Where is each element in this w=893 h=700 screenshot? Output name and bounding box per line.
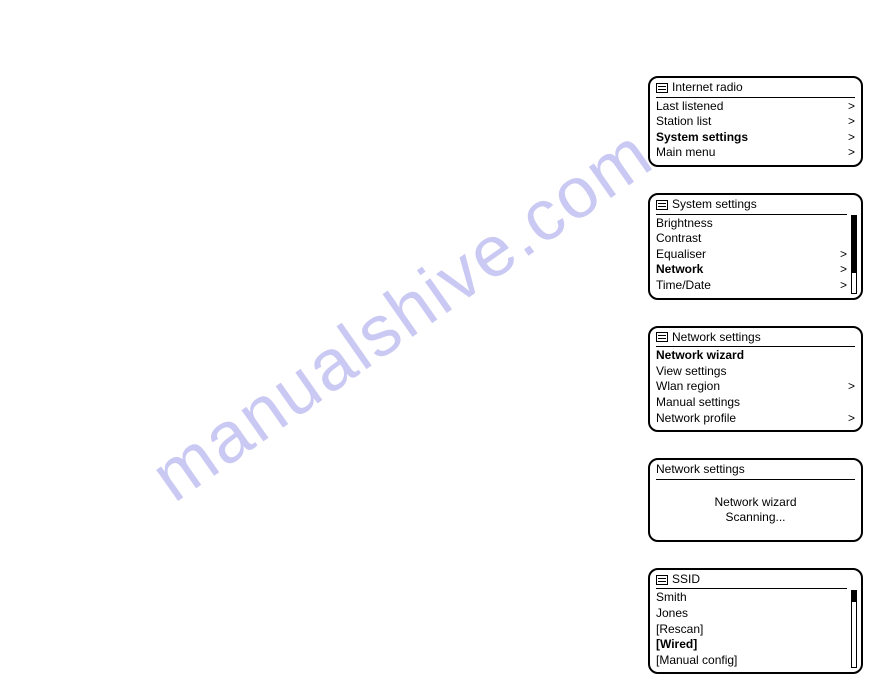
chevron-right-icon: > (848, 114, 855, 130)
panel-title: Network settings (672, 330, 761, 346)
menu-item-label: [Rescan] (656, 622, 703, 638)
menu-item-label: [Manual config] (656, 653, 737, 669)
menu-item-label: View settings (656, 364, 726, 380)
menu-item[interactable]: Manual settings (656, 395, 855, 411)
panel-ssid: SSID SmithJones[Rescan][Wired][Manual con… (648, 568, 863, 675)
menu-item[interactable]: [Rescan] (656, 622, 847, 638)
menu-item[interactable]: Brightness (656, 216, 847, 232)
menu-item-label: Time/Date (656, 278, 711, 294)
menu-item-label: Brightness (656, 216, 713, 232)
menu-item-label: Manual settings (656, 395, 740, 411)
panel-title: Network settings (656, 462, 745, 476)
panel-network-scanning: Network settings Network wizardScanning..… (648, 458, 863, 542)
scrollbar-thumb[interactable] (852, 216, 856, 273)
center-block: Network wizardScanning... (656, 481, 855, 536)
menu-item[interactable]: Last listened > (656, 99, 855, 115)
panel-network-settings: Network settings Network wizardView setti… (648, 326, 863, 433)
panel-header: Network settings (656, 462, 855, 480)
menu-item-label: Jones (656, 606, 688, 622)
menu-item-label: Wlan region (656, 379, 720, 395)
menu-item-label: [Wired] (656, 637, 697, 653)
menu-item-label: Contrast (656, 231, 701, 247)
menu-item[interactable]: Wlan region > (656, 379, 855, 395)
menu-item-label: Main menu (656, 145, 715, 161)
chevron-right-icon: > (840, 247, 847, 263)
menu-icon (656, 83, 668, 93)
scrollbar[interactable] (851, 215, 857, 294)
center-line: Scanning... (656, 510, 855, 526)
chevron-right-icon: > (848, 411, 855, 427)
menu-item[interactable]: Network profile > (656, 411, 855, 427)
menu-item-label: Network wizard (656, 348, 744, 364)
menu-item[interactable]: Jones (656, 606, 847, 622)
menu-icon (656, 332, 668, 342)
chevron-right-icon: > (848, 145, 855, 161)
menu-item-label: System settings (656, 130, 748, 146)
menu-item[interactable]: Equaliser > (656, 247, 847, 263)
menu-item-label: Equaliser (656, 247, 706, 263)
chevron-right-icon: > (848, 379, 855, 395)
menu-item[interactable]: Network > (656, 262, 847, 278)
panel-system-settings: System settings BrightnessContrastEqualis… (648, 193, 863, 300)
menu-item-label: Network (656, 262, 703, 278)
menu-icon (656, 200, 668, 210)
panel-title: SSID (672, 572, 700, 588)
chevron-right-icon: > (840, 278, 847, 294)
chevron-right-icon: > (840, 262, 847, 278)
watermark-text: manualshive.com (137, 112, 668, 518)
menu-item[interactable]: Time/Date > (656, 278, 847, 294)
scrollbar[interactable] (851, 590, 857, 669)
panels-container: Internet radioLast listened>Station list… (648, 76, 863, 700)
menu-item-label: Last listened (656, 99, 723, 115)
menu-item[interactable]: [Manual config] (656, 653, 847, 669)
chevron-right-icon: > (848, 130, 855, 146)
panel-internet-radio: Internet radioLast listened>Station list… (648, 76, 863, 167)
menu-item[interactable]: System settings > (656, 130, 855, 146)
panel-header: SSID (656, 572, 847, 590)
menu-item-label: Smith (656, 590, 687, 606)
panel-title: System settings (672, 197, 757, 213)
center-line: Network wizard (656, 495, 855, 511)
chevron-right-icon: > (848, 99, 855, 115)
menu-item-label: Network profile (656, 411, 736, 427)
menu-item[interactable]: Station list > (656, 114, 855, 130)
menu-icon (656, 575, 668, 585)
scrollbar-thumb[interactable] (852, 591, 856, 602)
menu-item[interactable]: Contrast (656, 231, 847, 247)
menu-item[interactable]: View settings (656, 364, 855, 380)
menu-item[interactable]: Main menu > (656, 145, 855, 161)
menu-item[interactable]: Smith (656, 590, 847, 606)
menu-item[interactable]: Network wizard (656, 348, 855, 364)
panel-header: Internet radio (656, 80, 855, 98)
menu-item[interactable]: [Wired] (656, 637, 847, 653)
panel-header: Network settings (656, 330, 855, 348)
panel-title: Internet radio (672, 80, 743, 96)
panel-header: System settings (656, 197, 847, 215)
menu-item-label: Station list (656, 114, 711, 130)
